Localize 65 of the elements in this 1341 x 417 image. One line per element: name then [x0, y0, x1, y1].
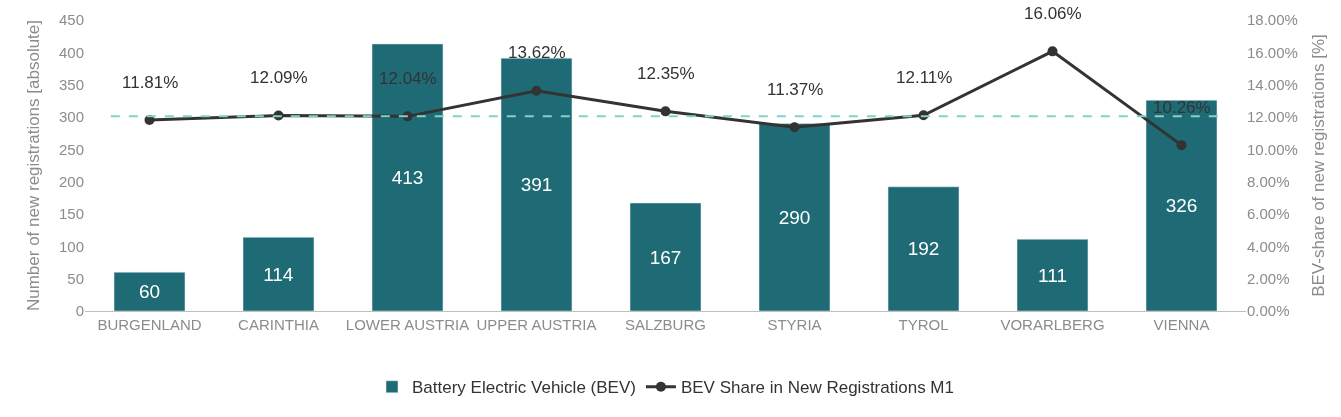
- data-label: 326: [1165, 195, 1198, 217]
- y-tick-label: 0: [75, 302, 84, 320]
- point: [531, 85, 542, 96]
- point: [1176, 140, 1187, 151]
- x-tick-label: VORARLBERG: [1000, 316, 1105, 333]
- data-label: 111: [1038, 264, 1067, 286]
- y-tick-label: 400: [58, 43, 84, 61]
- x-tick-label: VIENNA: [1153, 316, 1210, 333]
- x-tick-label: STYRIA: [767, 316, 822, 333]
- point: [789, 122, 800, 133]
- bar: [1145, 99, 1218, 311]
- y-axis-title: Number of new registrations [absolute]: [23, 19, 43, 312]
- bar: [887, 186, 960, 311]
- point: [660, 106, 671, 117]
- data-label: 290: [778, 206, 811, 228]
- bar: [1016, 238, 1089, 311]
- data-label: 114: [263, 263, 294, 285]
- data-label: 391: [520, 174, 553, 196]
- point: [1047, 46, 1058, 57]
- x-tick-label: BURGENLAND: [97, 316, 202, 333]
- data-label: 13.62%: [508, 43, 566, 62]
- bar: [113, 271, 186, 311]
- y-tick-label: 100: [58, 237, 84, 255]
- y2-tick-label: 10.00%: [1247, 140, 1298, 158]
- data-label: 12.35%: [637, 64, 695, 83]
- y-tick-label: 150: [58, 205, 84, 223]
- bar: [758, 123, 831, 311]
- y-tick-label: 200: [58, 172, 84, 190]
- x-tick-label: SALZBURG: [625, 316, 706, 333]
- y2-tick-label: 8.00%: [1247, 172, 1290, 190]
- bar: [629, 202, 702, 311]
- data-label: 192: [907, 238, 940, 260]
- bar: [500, 57, 573, 311]
- y2-tick-label: 14.00%: [1247, 75, 1298, 93]
- data-label: 11.81%: [122, 73, 179, 92]
- y-tick-label: 250: [58, 140, 84, 158]
- y2-tick-label: 16.00%: [1247, 43, 1298, 61]
- data-label: 12.09%: [250, 68, 308, 87]
- data-label: 60: [138, 281, 161, 303]
- y2-tick-label: 4.00%: [1247, 237, 1290, 255]
- data-label: 12.11%: [896, 68, 953, 87]
- y-tick-label: 350: [58, 75, 84, 93]
- data-label: 16.06%: [1024, 4, 1082, 23]
- data-label: 12.04%: [379, 69, 437, 88]
- y-tick-label: 300: [58, 108, 84, 126]
- x-tick-label: LOWER AUSTRIA: [345, 316, 470, 333]
- x-tick-label: TYROL: [898, 316, 949, 333]
- legend-label: BEV Share in New Registrations M1: [680, 378, 954, 398]
- data-label: 11.37%: [767, 80, 824, 99]
- y2-tick-label: 18.00%: [1247, 11, 1298, 29]
- data-label: 413: [391, 166, 424, 188]
- data-label: 167: [649, 246, 682, 268]
- bar: [371, 43, 444, 311]
- y2-tick-label: 12.00%: [1247, 108, 1298, 126]
- y-tick-label: 50: [67, 269, 84, 287]
- legend-label: Battery Electric Vehicle (BEV): [412, 378, 636, 398]
- y2-axis-title: BEV-share of new registrations [%]: [1309, 34, 1329, 297]
- x-tick-label: CARINTHIA: [238, 316, 319, 333]
- y2-tick-label: 6.00%: [1247, 205, 1290, 223]
- y2-tick-label: 0.00%: [1247, 302, 1290, 320]
- data-label: 10.26%: [1153, 98, 1211, 117]
- y2-tick-label: 2.00%: [1247, 269, 1290, 287]
- x-tick-label: UPPER AUSTRIA: [476, 316, 597, 333]
- bar: [242, 237, 315, 311]
- y-tick-label: 450: [58, 11, 84, 29]
